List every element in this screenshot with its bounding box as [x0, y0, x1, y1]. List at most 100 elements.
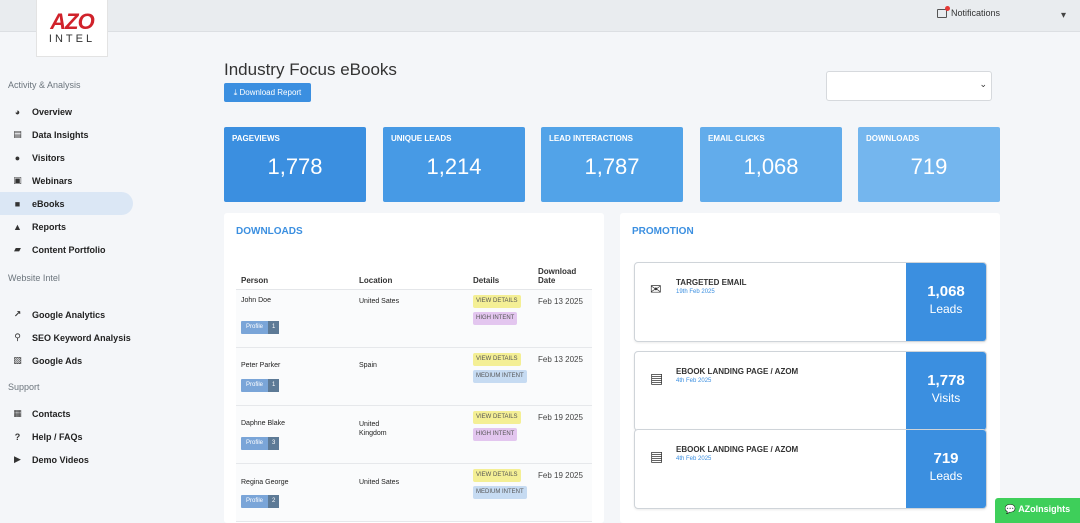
download-date: Feb 13 2025 [533, 347, 592, 406]
promotion-item-title: EBOOK LANDING PAGE / AZOM [676, 367, 799, 376]
view-details-button[interactable]: VIEW DETAILS [473, 294, 521, 308]
sidebar-item-google-analytics[interactable]: ↗ Google Analytics [0, 303, 135, 326]
stat-value: 1,787 [584, 154, 640, 179]
sidebar-item-label: Google Analytics [32, 309, 106, 320]
stat-value: 1,068 [743, 154, 799, 179]
person-name: Regina George [241, 478, 289, 486]
logo-sub: INTEL [48, 33, 96, 45]
notification-bell-icon [936, 5, 950, 18]
intent-badge: HIGH INTENT [473, 311, 518, 325]
page-title: Industry Focus eBooks [224, 60, 397, 79]
question-icon: ? [14, 431, 21, 442]
download-date: Feb 19 2025 [533, 405, 592, 464]
profile-button[interactable]: Profile 2 [241, 494, 280, 508]
user-icon: ● [14, 152, 21, 163]
azoinsights-chat-button[interactable]: 💬 AZoInsights [995, 498, 1080, 523]
column-header-details: Details [468, 255, 533, 290]
column-header-location: Location [354, 255, 468, 290]
profile-label: Profile [241, 436, 269, 450]
sidebar: Activity & Analysis ◕ Overview ▤ Data Insi… [0, 60, 135, 471]
sidebar-item-webinars[interactable]: ▣ Webinars [0, 169, 135, 192]
stat-value: 1,214 [426, 154, 482, 179]
newspaper-icon: ▤ [650, 448, 664, 464]
sidebar-item-demo-videos[interactable]: ▶ Demo Videos [0, 448, 135, 471]
sidebar-item-visitors[interactable]: ● Visitors [0, 146, 135, 169]
profile-count: 1 [268, 378, 280, 392]
table-row: Peter Parker Profile 1 Spain VIEW DETAILS… [236, 347, 592, 406]
sidebar-item-help-faqs[interactable]: ? Help / FAQs [0, 425, 135, 448]
video-icon: ▶ [14, 454, 21, 464]
stat-label: LEAD INTERACTIONS [549, 134, 633, 143]
column-header-download-date: Download Date [533, 255, 592, 290]
sidebar-item-label: Google Ads [32, 355, 83, 366]
view-details-button[interactable]: VIEW DETAILS [473, 410, 521, 424]
sidebar-item-label: Webinars [32, 175, 73, 186]
sidebar-item-label: Help / FAQs [32, 431, 83, 442]
sidebar-section-heading: Support [8, 382, 40, 392]
sidebar-item-data-insights[interactable]: ▤ Data Insights [0, 123, 135, 146]
promotion-item-unit: Leads [929, 302, 963, 316]
sidebar-item-label: Demo Videos [32, 454, 89, 465]
logo-main: AZO [50, 9, 94, 34]
promotion-item-unit: Visits [931, 391, 961, 405]
sidebar-item-label: Overview [32, 106, 73, 117]
promotion-item-metric: 1,778 Visits [906, 352, 986, 430]
profile-count: 3 [268, 436, 280, 450]
book-icon: ■ [14, 198, 21, 209]
profile-label: Profile [241, 320, 269, 334]
sidebar-item-label: Reports [32, 221, 67, 232]
promotion-item-landing-page[interactable]: ▤ EBOOK LANDING PAGE / AZOM 4th Feb 2025… [634, 429, 987, 509]
envelope-open-icon: ✉ [650, 281, 662, 297]
notifications-button[interactable]: Notifications [936, 5, 1000, 18]
chart-icon: ▤ [13, 129, 22, 139]
person-name: Daphne Blake [241, 419, 285, 427]
search-icon: ⚲ [14, 332, 21, 342]
promotion-item-value: 1,778 [927, 372, 965, 389]
table-header-row: Person Location Details Download Date [236, 255, 592, 290]
sidebar-item-label: Data Insights [32, 129, 89, 140]
promotion-item-landing-page[interactable]: ▤ EBOOK LANDING PAGE / AZOM 4th Feb 2025… [634, 351, 987, 431]
person-name: John Doe [241, 296, 271, 304]
sidebar-item-label: Content Portfolio [32, 244, 106, 255]
downloads-table: Person Location Details Download Date Jo… [236, 255, 592, 522]
sidebar-item-contacts[interactable]: ▦ Contacts [0, 402, 135, 425]
view-details-button[interactable]: VIEW DETAILS [473, 468, 521, 482]
sidebar-item-seo-keyword-analysis[interactable]: ⚲ SEO Keyword Analysis [0, 326, 135, 349]
promotion-item-title: EBOOK LANDING PAGE / AZOM [676, 445, 799, 454]
download-icon: ⤓ [233, 87, 240, 97]
promotion-item-metric: 1,068 Leads [906, 263, 986, 341]
profile-label: Profile [241, 494, 269, 508]
location: United Sates [359, 478, 400, 486]
sidebar-item-content-portfolio[interactable]: ▰ Content Portfolio [0, 238, 135, 261]
stat-label: EMAIL CLICKS [708, 134, 765, 143]
profile-button[interactable]: Profile 3 [241, 436, 280, 450]
bell-icon: ▲ [13, 221, 22, 232]
sidebar-item-overview[interactable]: ◕ Overview [0, 100, 135, 123]
person-name: Peter Parker [241, 361, 281, 369]
table-row: Daphne Blake Profile 3 United Kingdom VIE… [236, 405, 592, 464]
sidebar-item-label: eBooks [32, 198, 65, 209]
stat-value: 719 [910, 154, 948, 179]
downloads-title: DOWNLOADS [236, 226, 303, 237]
logo[interactable]: AZO INTEL [36, 0, 108, 57]
folder-icon: ▰ [14, 244, 21, 254]
presentation-icon: ▣ [13, 175, 22, 185]
ebook-select-dropdown[interactable] [826, 71, 992, 101]
account-menu-chevron-icon[interactable]: ▾ [1060, 10, 1066, 21]
sidebar-item-ebooks[interactable]: ■ eBooks [0, 192, 133, 215]
view-details-button[interactable]: VIEW DETAILS [473, 352, 521, 366]
profile-button[interactable]: Profile 1 [241, 320, 280, 334]
sidebar-section-heading: Activity & Analysis [8, 80, 81, 90]
promotion-item-title: TARGETED EMAIL [676, 278, 747, 287]
promotion-item-targeted-email[interactable]: ✉ TARGETED EMAIL 19th Feb 2025 1,068 Lea… [634, 262, 987, 342]
intent-badge: MEDIUM INTENT [473, 369, 527, 383]
sidebar-item-reports[interactable]: ▲ Reports [0, 215, 135, 238]
ad-icon: ▧ [13, 355, 22, 365]
sidebar-item-google-ads[interactable]: ▧ Google Ads [0, 349, 135, 372]
stat-card-downloads: DOWNLOADS 719 [858, 127, 1000, 202]
download-report-button[interactable]: ⤓ Download Report [224, 83, 311, 102]
sidebar-section-heading: Website Intel [8, 273, 60, 283]
promotion-item-date: 4th Feb 2025 [676, 378, 712, 384]
palette-icon: ◕ [14, 106, 21, 117]
profile-button[interactable]: Profile 1 [241, 378, 280, 392]
